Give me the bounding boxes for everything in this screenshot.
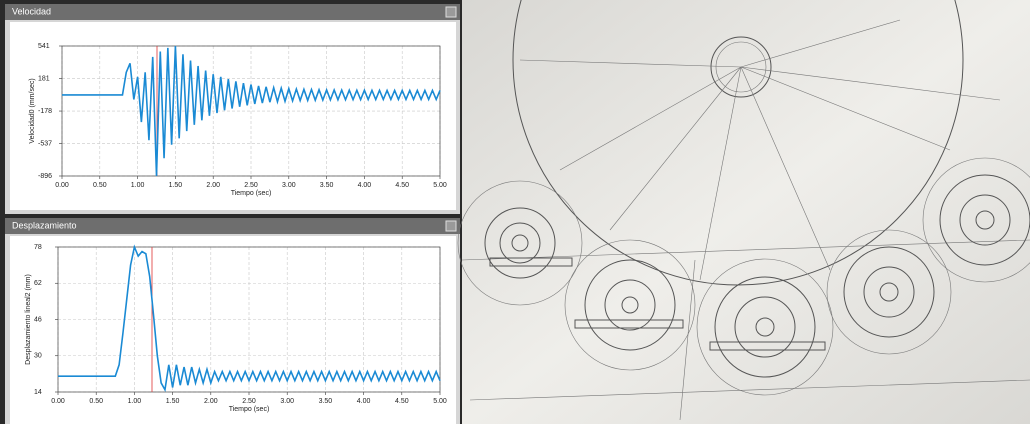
plot-panel [10, 22, 456, 210]
y-tick-label: 46 [34, 316, 42, 323]
x-tick-label: 4.50 [395, 182, 409, 189]
x-tick-label: 2.50 [242, 398, 256, 405]
y-tick-label: 14 [34, 389, 42, 396]
drawing-photo [458, 0, 1030, 424]
x-tick-label: 4.00 [358, 182, 372, 189]
x-tick-label: 1.00 [131, 182, 145, 189]
x-tick-label: 0.00 [55, 182, 69, 189]
x-tick-label: 1.00 [128, 398, 142, 405]
x-tick-label: 1.50 [169, 182, 183, 189]
x-tick-label: 5.00 [433, 398, 447, 405]
x-tick-label: 1.50 [166, 398, 180, 405]
x-tick-label: 0.00 [51, 398, 65, 405]
title-bar [5, 4, 460, 20]
x-tick-label: 0.50 [93, 182, 107, 189]
window-title: Velocidad [12, 6, 51, 16]
x-tick-label: 0.50 [89, 398, 103, 405]
page: Velocidad 0.00 0.50 1.00 1.50 2.00 2.50 3.00 3.5… [0, 0, 1030, 424]
x-axis-label: Tiempo (sec) [231, 190, 272, 197]
x-tick-label: 2.00 [204, 398, 218, 405]
plot-panel [10, 236, 456, 424]
x-tick-label: 3.00 [280, 398, 294, 405]
y-axis-label: Velocidad0 (mm/sec) [29, 78, 36, 143]
y-tick-label: 181 [38, 75, 50, 82]
x-tick-label: 4.00 [357, 398, 371, 405]
screenshot: Velocidad 0.00 0.50 1.00 1.50 2.00 2.50 3.00 3.5… [0, 0, 1030, 424]
y-axis-label: Desplazamiento lineal2 (mm) [25, 274, 32, 365]
x-tick-label: 4.50 [395, 398, 409, 405]
x-tick-label: 2.00 [206, 182, 220, 189]
y-tick-label: 78 [34, 244, 42, 251]
close-button[interactable] [446, 7, 456, 17]
y-tick-label: 62 [34, 280, 42, 287]
x-axis-label: Tiempo (sec) [229, 406, 270, 413]
x-tick-label: 3.00 [282, 182, 296, 189]
close-button[interactable] [446, 221, 456, 231]
x-tick-label: 3.50 [320, 182, 334, 189]
window-title: Desplazamiento [12, 220, 77, 230]
y-tick-label: 30 [34, 353, 42, 360]
x-tick-label: 5.00 [433, 182, 447, 189]
y-tick-label: 541 [38, 43, 50, 50]
y-tick-label: -178 [38, 108, 52, 115]
y-tick-label: -537 [38, 140, 52, 147]
x-tick-label: 2.50 [244, 182, 258, 189]
y-tick-label: -896 [38, 173, 52, 180]
x-tick-label: 3.50 [319, 398, 333, 405]
